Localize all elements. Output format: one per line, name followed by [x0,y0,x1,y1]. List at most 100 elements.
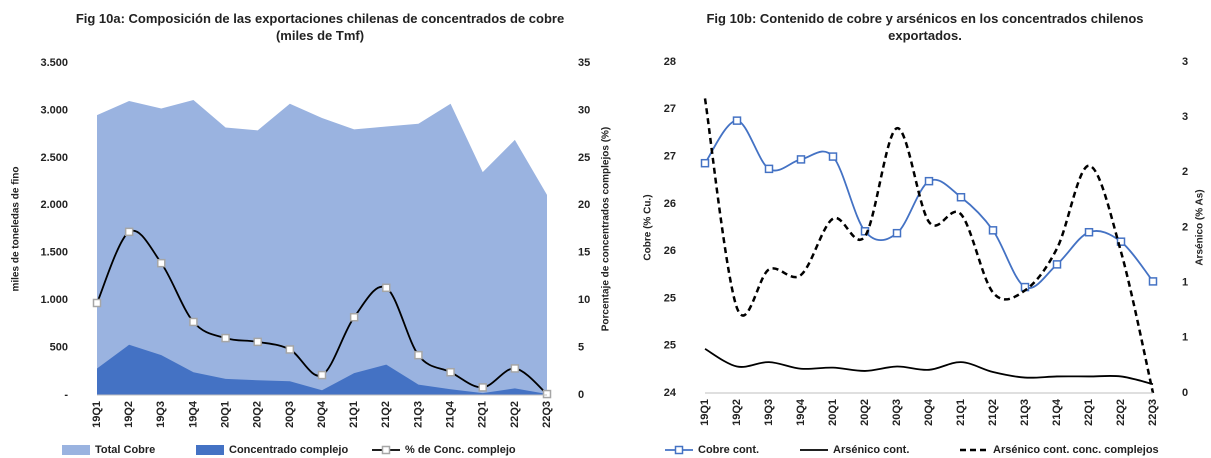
y-tick-label: 25 [664,292,676,304]
y-tick-label: 2.000 [40,199,68,211]
x-tick-label: 19Q4 [187,400,199,428]
y2-tick-label: 35 [578,57,590,69]
x-tick-label: 22Q2 [509,401,521,428]
marker [700,158,710,168]
x-tick-label: 21Q4 [1051,398,1063,426]
x-tick-label: 21Q1 [348,401,360,428]
marker [317,370,327,380]
x-tick-label: 21Q4 [444,400,456,428]
marker [1116,237,1126,246]
legend-label: Concentrado complejo [229,444,348,456]
x-tick-label: 21Q3 [412,401,424,428]
x-tick-label: 21Q2 [380,401,392,428]
legend-label: Arsénico cont. [833,444,909,456]
y-tick-label: 3.000 [40,104,68,116]
y2-tick-label: 2 [1182,166,1188,178]
y-tick-label: 3.500 [40,57,68,69]
x-tick-label: 20Q3 [284,401,296,428]
y-tick-label: 24 [664,387,677,399]
y-tick-label: 1.500 [40,247,68,259]
y-tick-label: - [64,389,68,401]
y2-tick-label: 5 [578,341,584,353]
area [97,99,547,395]
y2-tick-label: 1 [1182,332,1188,344]
line [704,119,1154,289]
y2-tick-label: 10 [578,294,590,306]
marker [189,317,198,327]
legend-marker [674,445,684,455]
x-tick-label: 19Q3 [763,399,775,426]
x-tick-label: 20Q1 [827,399,839,426]
legend-label: Arsénico cont. conc. complejos [993,444,1159,456]
x-tick-label: 20Q1 [219,401,231,428]
y2-tick-label: 25 [578,152,590,164]
x-tick-label: 19Q2 [123,401,135,428]
x-tick-label: 22Q3 [541,401,553,428]
x-tick-label: 22Q1 [1083,399,1095,426]
x-tick-label: 20Q4 [316,400,328,428]
marker [285,345,295,354]
y-tick-label: 27 [664,150,676,162]
marker [956,192,966,202]
x-tick-label: 22Q1 [477,401,489,428]
marker [349,312,359,322]
marker [988,226,998,235]
marker [892,228,902,238]
marker [221,333,230,343]
chart-title: Fig 10b: Contenido de cobre y arsénicos … [706,11,1144,43]
marker [542,389,552,399]
x-tick-label: 20Q3 [891,399,903,426]
legend-label: Cobre cont. [698,444,759,456]
legend-label: % de Conc. complejo [405,444,516,456]
y-tick-label: 28 [664,56,676,68]
x-tick-label: 20Q4 [923,398,935,426]
y-tick-label: 500 [50,341,68,353]
x-tick-label: 21Q2 [987,399,999,426]
marker [510,364,520,373]
x-tick-label: 22Q3 [1147,399,1159,426]
y-tick-label: 26 [664,198,676,210]
x-tick-label: 19Q1 [91,401,103,428]
y2-tick-label: 0 [578,389,584,401]
x-tick-label: 20Q2 [859,399,871,426]
marker [1052,260,1062,269]
y2-axis-title: Porcentaje de concentrados complejos (%) [601,127,612,332]
marker [478,383,487,392]
x-tick-label: 20Q2 [252,401,264,428]
line [704,348,1154,386]
y-tick-label: 1.000 [40,294,68,306]
marker [414,350,423,360]
marker [253,337,262,347]
line [703,98,1155,394]
y2-tick-label: 0 [1182,387,1188,399]
marker [92,298,102,308]
y2-tick-label: 3 [1182,111,1188,123]
legend-swatch [62,445,90,455]
y2-tick-label: 3 [1182,56,1188,68]
y-axis-title: miles de toneledas de fino [11,166,22,291]
marker [382,283,391,293]
marker [924,176,934,186]
x-tick-label: 19Q4 [795,398,807,426]
marker [796,155,806,164]
marker [1084,227,1094,237]
y2-tick-label: 15 [578,247,590,259]
legend-label: Total Cobre [95,444,155,456]
y-tick-label: 26 [664,245,676,257]
y2-axis-title: Arsénico (% As) [1195,189,1206,265]
marker [732,116,742,125]
marker [764,164,774,174]
x-tick-label: 21Q1 [955,399,967,426]
marker [157,258,166,268]
y2-tick-label: 20 [578,199,590,211]
marker [1148,277,1158,286]
area [97,344,547,395]
y2-tick-label: 30 [578,104,590,116]
x-tick-label: 19Q2 [731,399,743,426]
y-tick-label: 2.500 [40,152,68,164]
legend-swatch [196,445,224,455]
x-tick-label: 21Q3 [1019,399,1031,426]
y2-tick-label: 2 [1182,221,1188,233]
